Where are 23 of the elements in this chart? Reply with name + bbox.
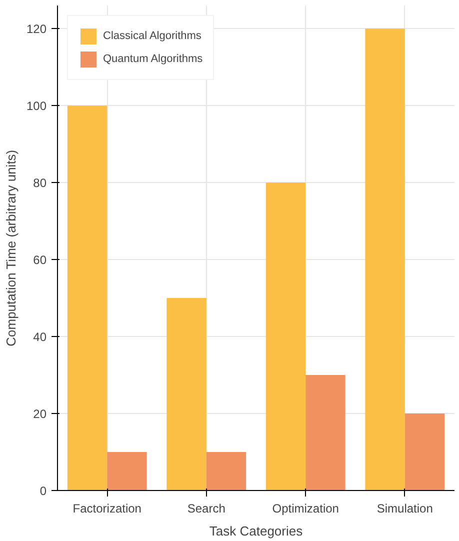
bar: [166, 298, 206, 490]
x-tick-label: Optimization: [272, 502, 339, 516]
legend-label: Quantum Algorithms: [103, 53, 203, 65]
y-tick-label: 100: [26, 99, 47, 114]
x-tick-label: Simulation: [376, 502, 433, 516]
y-tick-label: 60: [33, 253, 47, 268]
bar: [67, 106, 108, 490]
bar: [107, 452, 147, 490]
y-tick-label: 120: [26, 22, 47, 36]
legend-label: Classical Algorithms: [103, 30, 202, 42]
bar: [306, 375, 346, 490]
bar: [404, 414, 445, 490]
x-tick-label: Factorization: [72, 502, 142, 516]
bar: [365, 28, 405, 490]
y-tick-label: 20: [33, 407, 47, 422]
y-tick-label: 40: [33, 330, 47, 344]
bar: [206, 452, 246, 490]
x-axis-title: Task Categories: [209, 524, 304, 538]
y-axis-title: Computation Time (arbitrary units): [3, 150, 18, 346]
bar: [266, 182, 306, 490]
y-tick-label: 80: [33, 176, 47, 190]
y-tick-label: 0: [40, 484, 47, 498]
x-tick-label: Search: [187, 502, 226, 516]
